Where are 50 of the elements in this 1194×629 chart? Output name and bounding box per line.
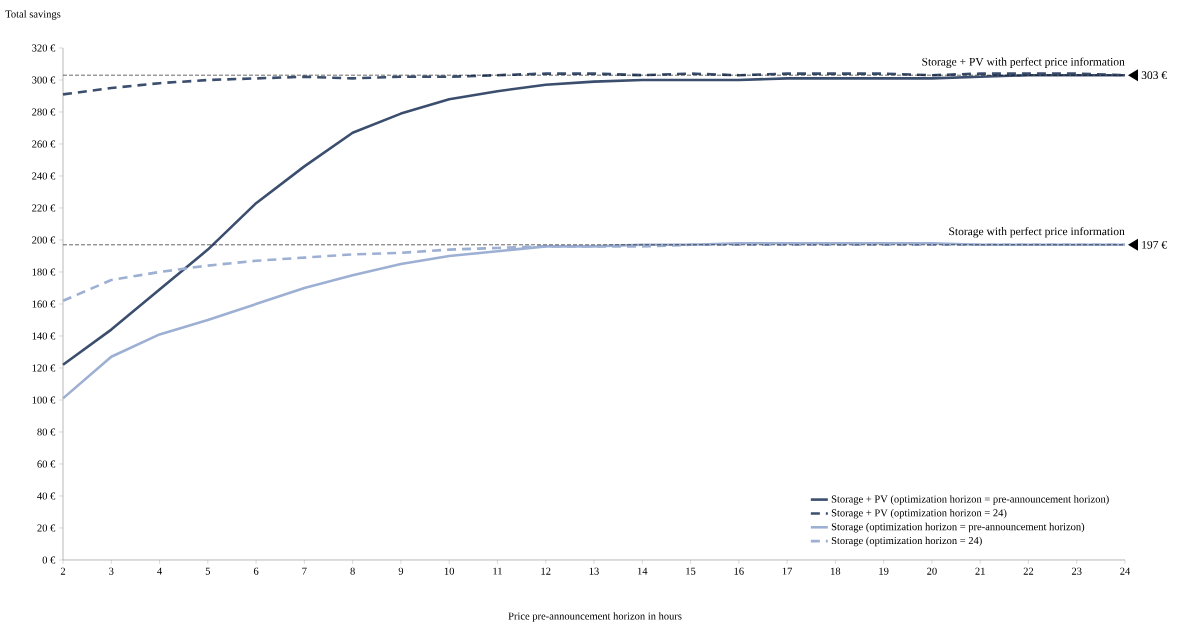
y-tick-label: 240 € <box>32 172 56 180</box>
x-tick-label: 18 <box>831 567 841 575</box>
x-tick-label: 20 <box>927 567 937 575</box>
annotation: 303 € <box>1141 71 1167 80</box>
y-tick-label: 220 € <box>32 204 56 212</box>
x-tick-label: 14 <box>637 567 648 575</box>
x-tick-label: 9 <box>398 567 404 575</box>
x-tick-label: 21 <box>975 567 985 575</box>
y-tick-label: 300 € <box>32 76 56 84</box>
x-tick-label: 16 <box>734 567 744 575</box>
x-tick-label: 10 <box>444 567 455 575</box>
x-tick-label: 3 <box>109 567 114 575</box>
x-tick-label: 17 <box>782 567 793 575</box>
x-tick-label: 19 <box>879 567 889 575</box>
y-tick-label: 40 € <box>37 492 56 500</box>
legend-label: Storage (optimization horizon = 24) <box>831 536 982 547</box>
y-tick-label: 200 € <box>32 236 56 244</box>
y-tick-label: 80 € <box>37 428 56 436</box>
x-tick-label: 12 <box>541 567 551 575</box>
x-tick-label: 23 <box>1071 567 1082 575</box>
legend-label: Storage + PV (optimization horizon = pre-announcement horizon) <box>831 495 1109 505</box>
x-tick-label: 13 <box>589 567 599 575</box>
x-tick-label: 24 <box>1120 567 1131 575</box>
x-tick-label: 11 <box>493 567 502 575</box>
x-tick-label: 22 <box>1023 567 1034 575</box>
y-tick-label: 180 € <box>32 268 56 276</box>
y-tick-label: 160 € <box>32 300 56 308</box>
legend-label: Storage (optimization horizon = pre-announcement horizon) <box>831 522 1085 533</box>
y-tick-label: 280 € <box>32 108 56 116</box>
y-tick-label: 320 € <box>32 44 56 52</box>
legend-label: Storage + PV (optimization horizon = 24) <box>831 509 1007 519</box>
ref-line-label: Storage with perfect price information <box>949 227 1125 238</box>
x-tick-label: 2 <box>60 567 66 575</box>
y-axis-title: Total savings <box>5 10 61 20</box>
y-tick-label: 120 € <box>32 364 56 372</box>
x-tick-label: 6 <box>253 567 259 575</box>
y-tick-label: 100 € <box>32 396 56 404</box>
y-tick-label: 260 € <box>32 140 56 148</box>
x-tick-label: 7 <box>302 567 307 575</box>
x-tick-label: 8 <box>350 567 355 575</box>
y-tick-label: 140 € <box>32 332 56 340</box>
annotation: 197 € <box>1142 240 1167 249</box>
y-tick-label: 60 € <box>37 460 56 468</box>
x-tick-label: 4 <box>157 567 163 575</box>
x-tick-label: 15 <box>686 567 696 575</box>
x-axis-title: Price pre-announcement horizon in hours <box>508 612 682 622</box>
y-tick-label: 0 € <box>42 556 56 564</box>
ref-line-label: Storage + PV with perfect price information <box>922 57 1125 68</box>
x-tick-label: 5 <box>205 567 211 575</box>
y-tick-label: 20 € <box>37 524 56 532</box>
